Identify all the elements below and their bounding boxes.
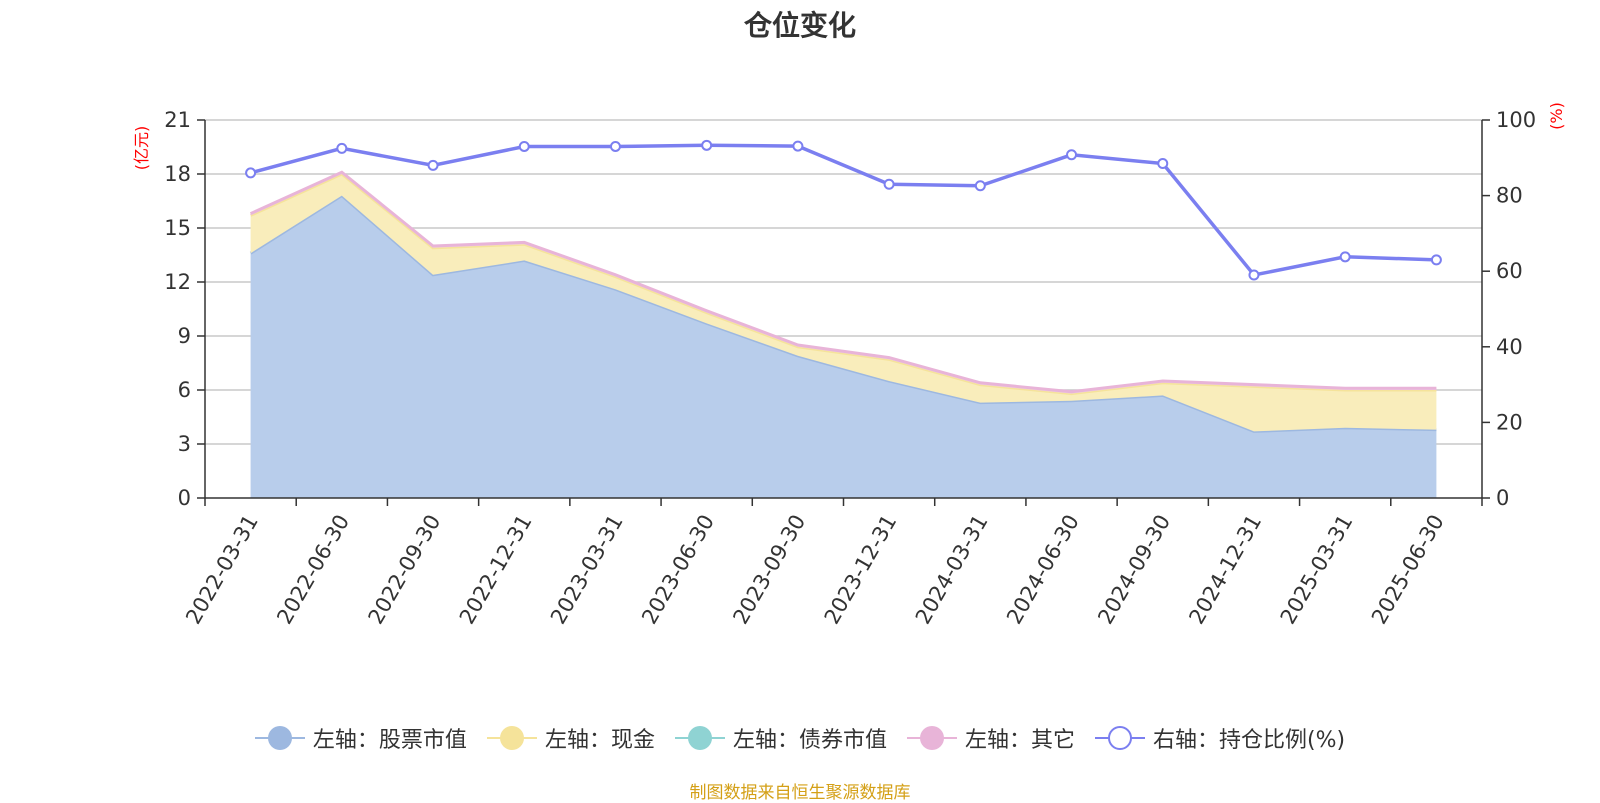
- legend-label: 左轴：其它: [964, 728, 1075, 753]
- legend-label: 右轴：持仓比例(%): [1152, 728, 1346, 753]
- x-tick-label: 2023-09-30: [728, 511, 810, 629]
- left-tick-label: 9: [178, 324, 191, 348]
- legend-label: 左轴：股票市值: [312, 728, 467, 753]
- x-tick-label: 2022-06-30: [272, 511, 354, 629]
- legend-marker-icon: [674, 725, 725, 751]
- left-tick-label: 18: [164, 162, 191, 186]
- area-fill: [250, 174, 1437, 432]
- left-tick-label: 12: [164, 270, 191, 294]
- x-tick-label: 2024-03-31: [911, 511, 993, 629]
- ratio-point: [974, 180, 986, 192]
- x-tick-label: 2024-12-31: [1184, 511, 1266, 629]
- ratio-point: [1066, 149, 1078, 161]
- x-tick-label: 2025-03-31: [1276, 511, 1358, 629]
- right-axis-unit: (%): [1547, 102, 1566, 130]
- x-tick-label: 2022-03-31: [181, 511, 263, 629]
- ratio-point: [609, 140, 621, 152]
- legend-marker-icon: [1094, 725, 1145, 751]
- left-tick-label: 6: [178, 378, 191, 402]
- area-fill: [250, 195, 1437, 498]
- x-tick-label: 2023-06-30: [637, 511, 719, 629]
- ratio-point: [518, 140, 530, 152]
- ratio-point: [245, 167, 257, 179]
- x-tick-label: 2022-09-30: [364, 511, 446, 629]
- left-tick-label: 3: [178, 432, 191, 456]
- area-edge-line: [249, 170, 1437, 394]
- right-tick-label: 80: [1496, 184, 1523, 208]
- legend-label: 左轴：债券市值: [732, 728, 887, 753]
- ratio-point: [883, 178, 895, 190]
- legend-item[interactable]: 右轴：持仓比例(%): [1094, 722, 1346, 754]
- ratio-point: [1430, 254, 1442, 266]
- ratio-point: [1248, 269, 1260, 281]
- ratio-point: [1339, 251, 1351, 263]
- ratio-point: [792, 140, 804, 152]
- legend-marker-icon: [254, 725, 305, 751]
- legend-item[interactable]: 左轴：债券市值: [674, 722, 887, 754]
- x-tick-label: 2025-06-30: [1367, 511, 1449, 629]
- legend-marker-icon: [486, 725, 537, 751]
- legend-item[interactable]: 左轴：股票市值: [254, 722, 467, 754]
- left-tick-label: 21: [164, 108, 191, 132]
- ratio-point: [1157, 157, 1169, 169]
- ratio-point: [336, 142, 348, 154]
- right-tick-label: 20: [1496, 410, 1523, 434]
- legend-marker-icon: [906, 725, 957, 751]
- left-tick-label: 0: [178, 486, 191, 510]
- right-tick-label: 40: [1496, 335, 1523, 359]
- legend: 左轴：股票市值 左轴：现金 左轴：债券市值 左轴：其它 右轴：持仓比例(%): [0, 722, 1600, 754]
- legend-item[interactable]: 左轴：其它: [906, 722, 1075, 754]
- x-tick-label: 2022-12-31: [455, 511, 537, 629]
- x-tick-label: 2024-09-30: [1093, 511, 1175, 629]
- left-axis-unit: (亿元): [132, 126, 151, 171]
- x-tick-label: 2023-12-31: [820, 511, 902, 629]
- legend-label: 左轴：现金: [544, 728, 655, 753]
- x-tick-label: 2024-06-30: [1002, 511, 1084, 629]
- chart-title: 仓位变化: [743, 9, 856, 42]
- x-tick-label: 2023-03-31: [546, 511, 628, 629]
- right-tick-label: 100: [1496, 108, 1536, 132]
- left-tick-label: 15: [164, 216, 191, 240]
- right-tick-label: 0: [1496, 486, 1509, 510]
- right-tick-label: 60: [1496, 259, 1523, 283]
- area-series: [249, 170, 1437, 498]
- line-series: [245, 139, 1442, 281]
- legend-item[interactable]: 左轴：现金: [486, 722, 655, 754]
- data-source-note: 制图数据来自恒生聚源数据库: [689, 783, 911, 803]
- ratio-point: [701, 139, 713, 151]
- ratio-point: [427, 159, 439, 171]
- ratio-line: [250, 143, 1437, 277]
